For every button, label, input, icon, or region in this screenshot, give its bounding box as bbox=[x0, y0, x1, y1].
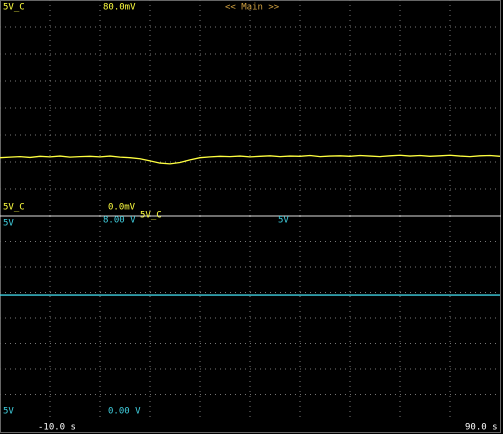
y-scale-label: 0.0mV bbox=[108, 203, 136, 213]
channel-label: 5V bbox=[278, 216, 289, 226]
channel-label: 5V bbox=[3, 407, 14, 417]
channel-label: 5V_C bbox=[140, 211, 162, 221]
x-scale-label: -10.0 s bbox=[38, 423, 76, 433]
trace bbox=[0, 154, 501, 165]
channel-label: 5V bbox=[3, 219, 14, 229]
y-scale-label: 80.0mV bbox=[103, 3, 136, 13]
y-scale-label: 0.00 V bbox=[108, 407, 141, 417]
view-title: << Main >> bbox=[225, 3, 280, 13]
y-scale-label: 8.00 V bbox=[103, 216, 136, 226]
x-scale-label: 90.0 s bbox=[465, 423, 498, 433]
channel-label: 5V_C bbox=[3, 3, 25, 13]
channel-label: 5V_C bbox=[3, 203, 25, 213]
